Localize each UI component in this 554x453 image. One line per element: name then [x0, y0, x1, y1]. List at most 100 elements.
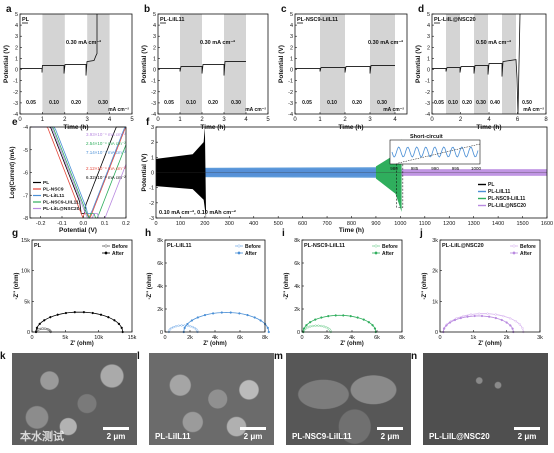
y-tick-label: 5 — [15, 12, 18, 18]
nyquist-point — [445, 324, 448, 327]
legend-label: PL-NSC9-LiIL11 — [488, 196, 525, 202]
y-tick-label: 5k — [24, 299, 30, 305]
legend-label: PL-LiIL11 — [43, 193, 65, 199]
y-tick-label: -2 — [288, 90, 293, 96]
nyquist-point — [183, 326, 186, 330]
sem-panel-n: n PL-LiIL@NSC20 2 μm — [411, 351, 548, 445]
unit-label: mA cm⁻² — [245, 107, 266, 113]
rate-label: 0.30 — [231, 100, 241, 106]
scale-bar-label: 2 μm — [517, 432, 537, 441]
nyquist-point — [473, 314, 476, 318]
y-tick-label: -1 — [13, 79, 18, 85]
nyquist-point — [356, 316, 359, 319]
plot-frame — [439, 239, 541, 333]
legend-marker — [374, 244, 378, 248]
x-tick-label: 1500 — [516, 221, 528, 227]
nyquist-point — [320, 316, 323, 319]
y-tick-label: 0 — [297, 330, 300, 336]
rate-annotation: 0.30 mA cm⁻² — [200, 39, 235, 46]
nyquist-point — [73, 311, 76, 314]
exchange-current-label: 2.12×10⁻⁴ mA cm⁻² — [86, 166, 126, 171]
nyquist-point — [478, 312, 481, 315]
plot-frame — [164, 239, 266, 333]
rate-label: 0.30 — [476, 100, 486, 106]
rate-label: 0.30 — [377, 100, 387, 106]
y-tick-label: 4 — [427, 23, 430, 29]
inset-connector — [396, 143, 481, 164]
unit-label: mA cm⁻² — [523, 107, 544, 113]
x-tick-label: 6 — [516, 117, 520, 123]
x-tick-label: 2 — [343, 117, 347, 123]
y-tick-label: -1 — [151, 79, 156, 85]
nyquist-point — [220, 311, 223, 314]
legend-label: PL-NSC9 — [43, 187, 64, 193]
nyquist-point — [459, 316, 462, 320]
plot-frame — [19, 13, 133, 115]
x-tick-label: 8k — [399, 335, 405, 341]
nyquist-point — [170, 326, 173, 330]
x-tick-label: 0 — [156, 117, 160, 123]
nyquist-point — [480, 314, 484, 318]
y-tick-label: 2k — [157, 307, 163, 313]
y-tick-label: 4 — [15, 23, 18, 29]
x-tick-label: 300 — [225, 221, 234, 227]
nyquist-point — [327, 314, 330, 318]
x-tick-label: 100 — [176, 221, 185, 227]
panel-e: e -0.2 -0.1 0.0 0.1 0.2 -8 -7 -6 -5 -4 Log(Current)… — [10, 117, 130, 234]
nyquist-point — [305, 324, 308, 327]
x-axis-label: Time (h) — [338, 124, 363, 131]
nyquist-point — [113, 319, 116, 322]
x-tick-label: 0.2 — [122, 221, 130, 227]
nyquist-curve — [442, 315, 514, 333]
y-tick-label: -4 — [13, 112, 18, 118]
nyquist-point — [267, 330, 270, 334]
nyquist-point — [193, 326, 196, 330]
plot-frame — [431, 13, 547, 115]
x-tick-label: 4 — [487, 117, 491, 123]
nyquist-point — [349, 314, 352, 318]
legend-label: PL-LiIL@NSC20 — [43, 206, 80, 212]
nyquist-point — [172, 325, 175, 329]
y-tick-label: 1 — [290, 56, 293, 62]
x-tick-label: 3k — [537, 335, 543, 341]
sem-label: PL-LiIL11 — [155, 432, 191, 441]
exchange-current-label: 7.14×10⁻⁴ mA cm⁻² — [86, 150, 126, 155]
nyquist-point — [91, 311, 94, 315]
x-tick-label: 0 — [163, 335, 166, 341]
y-tick-label: 4k — [294, 284, 300, 290]
nyquist-point — [487, 315, 491, 318]
plot-frame — [301, 239, 403, 333]
y-tick-label: -7 — [23, 193, 28, 199]
x-tick-label: 3 — [86, 117, 90, 123]
inset-x-tick-label: 980 — [390, 166, 398, 171]
nyquist-point — [306, 326, 309, 329]
legend-marker — [237, 244, 241, 248]
x-tick-label: 4 — [108, 117, 112, 123]
condition-note: 0.10 mA cm⁻², 0.10 mAh cm⁻² — [159, 209, 236, 216]
nyquist-point — [174, 325, 178, 328]
x-tick-label: 4k — [212, 335, 218, 341]
nyquist-point — [35, 326, 39, 330]
y-axis-label: -Z'' (ohm) — [14, 273, 20, 300]
nyquist-point — [511, 327, 514, 330]
sem-panel-k: k 2 μm — [0, 351, 137, 445]
x-tick-label: -0.1 — [57, 221, 66, 227]
x-tick-label: 2 — [200, 117, 204, 123]
panel-g: g 00 5k 5k 10k 10k 15k 15k -Z'' (ohm) Z' (ohm) PL B… — [12, 228, 137, 347]
x-tick-label: 0 — [30, 335, 33, 341]
x-tick-label: 900 — [371, 221, 380, 227]
x-tick-label: 1600 — [541, 221, 553, 227]
nyquist-point — [509, 324, 512, 327]
x-tick-label: 1200 — [443, 221, 455, 227]
y-tick-label: 0 — [27, 330, 30, 336]
y-tick-label: -4 — [288, 112, 293, 118]
x-tick-label: -0.2 — [36, 221, 45, 227]
panel-tag: PL — [22, 17, 30, 23]
panel-h: h 00 2k 2k 4k 4k 6k 6k 8k 8k -Z'' (ohm) Z' (ohm) PL-… — [145, 228, 270, 347]
shade-band — [370, 14, 395, 114]
y-tick-label: -3 — [288, 101, 293, 107]
rate-annotation: 0.30 mA cm⁻² — [368, 39, 403, 46]
x-axis-label: Z' (ohm) — [340, 341, 363, 347]
y-tick-label: 6k — [157, 261, 163, 267]
x-tick-label: 5 — [266, 117, 270, 123]
